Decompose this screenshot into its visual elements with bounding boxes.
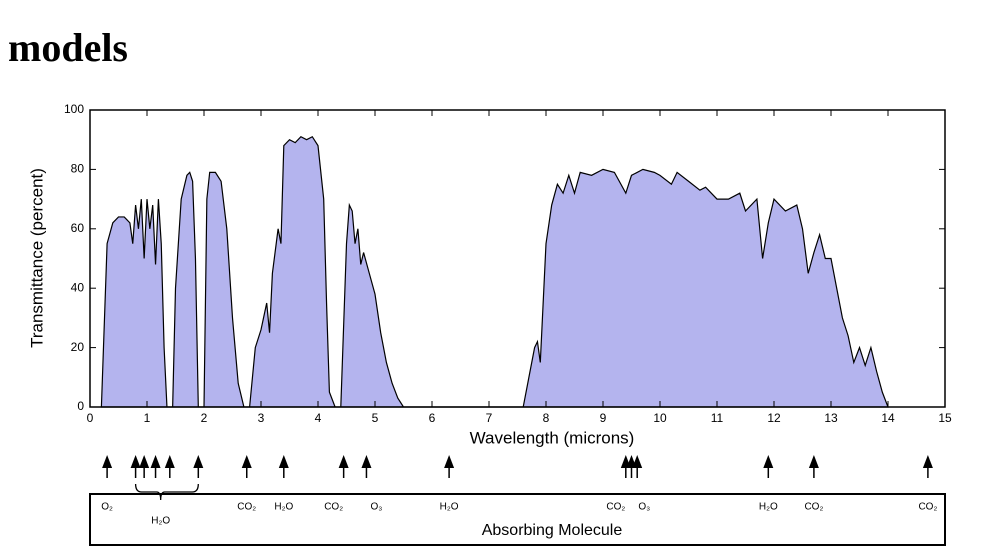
page-title: models (8, 25, 128, 70)
x-tick-label: 7 (486, 411, 493, 425)
x-tick-label: 5 (372, 411, 379, 425)
x-tick-label: 0 (87, 411, 94, 425)
absorption-arrow (444, 455, 455, 478)
arrow-head (139, 455, 150, 468)
absorption-arrow (278, 455, 289, 478)
arrow-head (150, 455, 161, 468)
absorption-arrow (922, 455, 933, 478)
arrow-head (164, 455, 175, 468)
arrow-head (922, 455, 933, 468)
molecule-label: O₃ (371, 502, 383, 513)
absorber-title: Absorbing Molecule (482, 522, 623, 539)
arrow-head (130, 455, 141, 468)
molecule-label: O₂ (101, 502, 113, 513)
arrow-head (763, 455, 774, 468)
absorption-arrow (338, 455, 349, 478)
molecule-label: H₂O (440, 502, 459, 513)
absorption-arrow (763, 455, 774, 478)
molecule-label: H₂O (151, 516, 170, 527)
x-tick-label: 12 (767, 411, 781, 425)
brace (134, 483, 199, 501)
x-tick-label: 6 (429, 411, 436, 425)
plot-frame (89, 109, 946, 408)
area (100, 135, 889, 408)
absorption-arrow (164, 455, 175, 478)
x-tick-label: 3 (258, 411, 265, 425)
x-tick-label: 8 (543, 411, 550, 425)
molecule-label: CO₂ (237, 502, 256, 513)
x-tick-label: 10 (653, 411, 667, 425)
x-tick-label: 4 (315, 411, 322, 425)
absorption-arrow (150, 455, 161, 478)
absorption-arrow (241, 455, 252, 478)
arrow-head (808, 455, 819, 468)
y-tick-label: 20 (71, 340, 85, 354)
arrow-head (632, 455, 643, 468)
molecule-label: CO₂ (918, 502, 937, 513)
arrow-head (338, 455, 349, 468)
molecule-label: H₂O (759, 502, 778, 513)
x-tick-label: 11 (711, 411, 724, 425)
absorber-box (89, 493, 946, 546)
absorption-arrow (139, 455, 150, 478)
y-tick-label: 0 (77, 399, 84, 413)
x-tick-label: 15 (938, 411, 952, 425)
arrow-head (102, 455, 113, 468)
x-tick-label: 1 (144, 411, 151, 425)
absorption-arrow (130, 455, 141, 478)
x-tick-label: 14 (881, 411, 895, 425)
y-tick-label: 100 (64, 102, 84, 116)
x-tick-label: 13 (824, 411, 838, 425)
molecule-label: H₂O (274, 502, 293, 513)
absorption-arrow (808, 455, 819, 478)
arrow-head (278, 455, 289, 468)
y-tick-label: 80 (71, 162, 85, 176)
arrow-head (241, 455, 252, 468)
absorption-arrow (361, 455, 372, 478)
molecule-label: O₃ (638, 502, 650, 513)
arrow-head (444, 455, 455, 468)
y-tick-label: 60 (71, 221, 85, 235)
x-tick-label: 2 (201, 411, 208, 425)
arrow-head (193, 455, 204, 468)
absorption-arrow (102, 455, 113, 478)
absorption-arrow (193, 455, 204, 478)
molecule-label: CO₂ (324, 502, 343, 513)
absorption-arrow (632, 455, 643, 478)
y-tick-label: 40 (71, 280, 85, 294)
molecule-label: CO₂ (804, 502, 823, 513)
x-tick-label: 9 (600, 411, 607, 425)
y-axis-label: Transmittance (percent) (27, 168, 46, 348)
molecule-label: CO₂ (606, 502, 625, 513)
arrow-head (361, 455, 372, 468)
x-axis-label: Wavelength (microns) (470, 428, 635, 447)
